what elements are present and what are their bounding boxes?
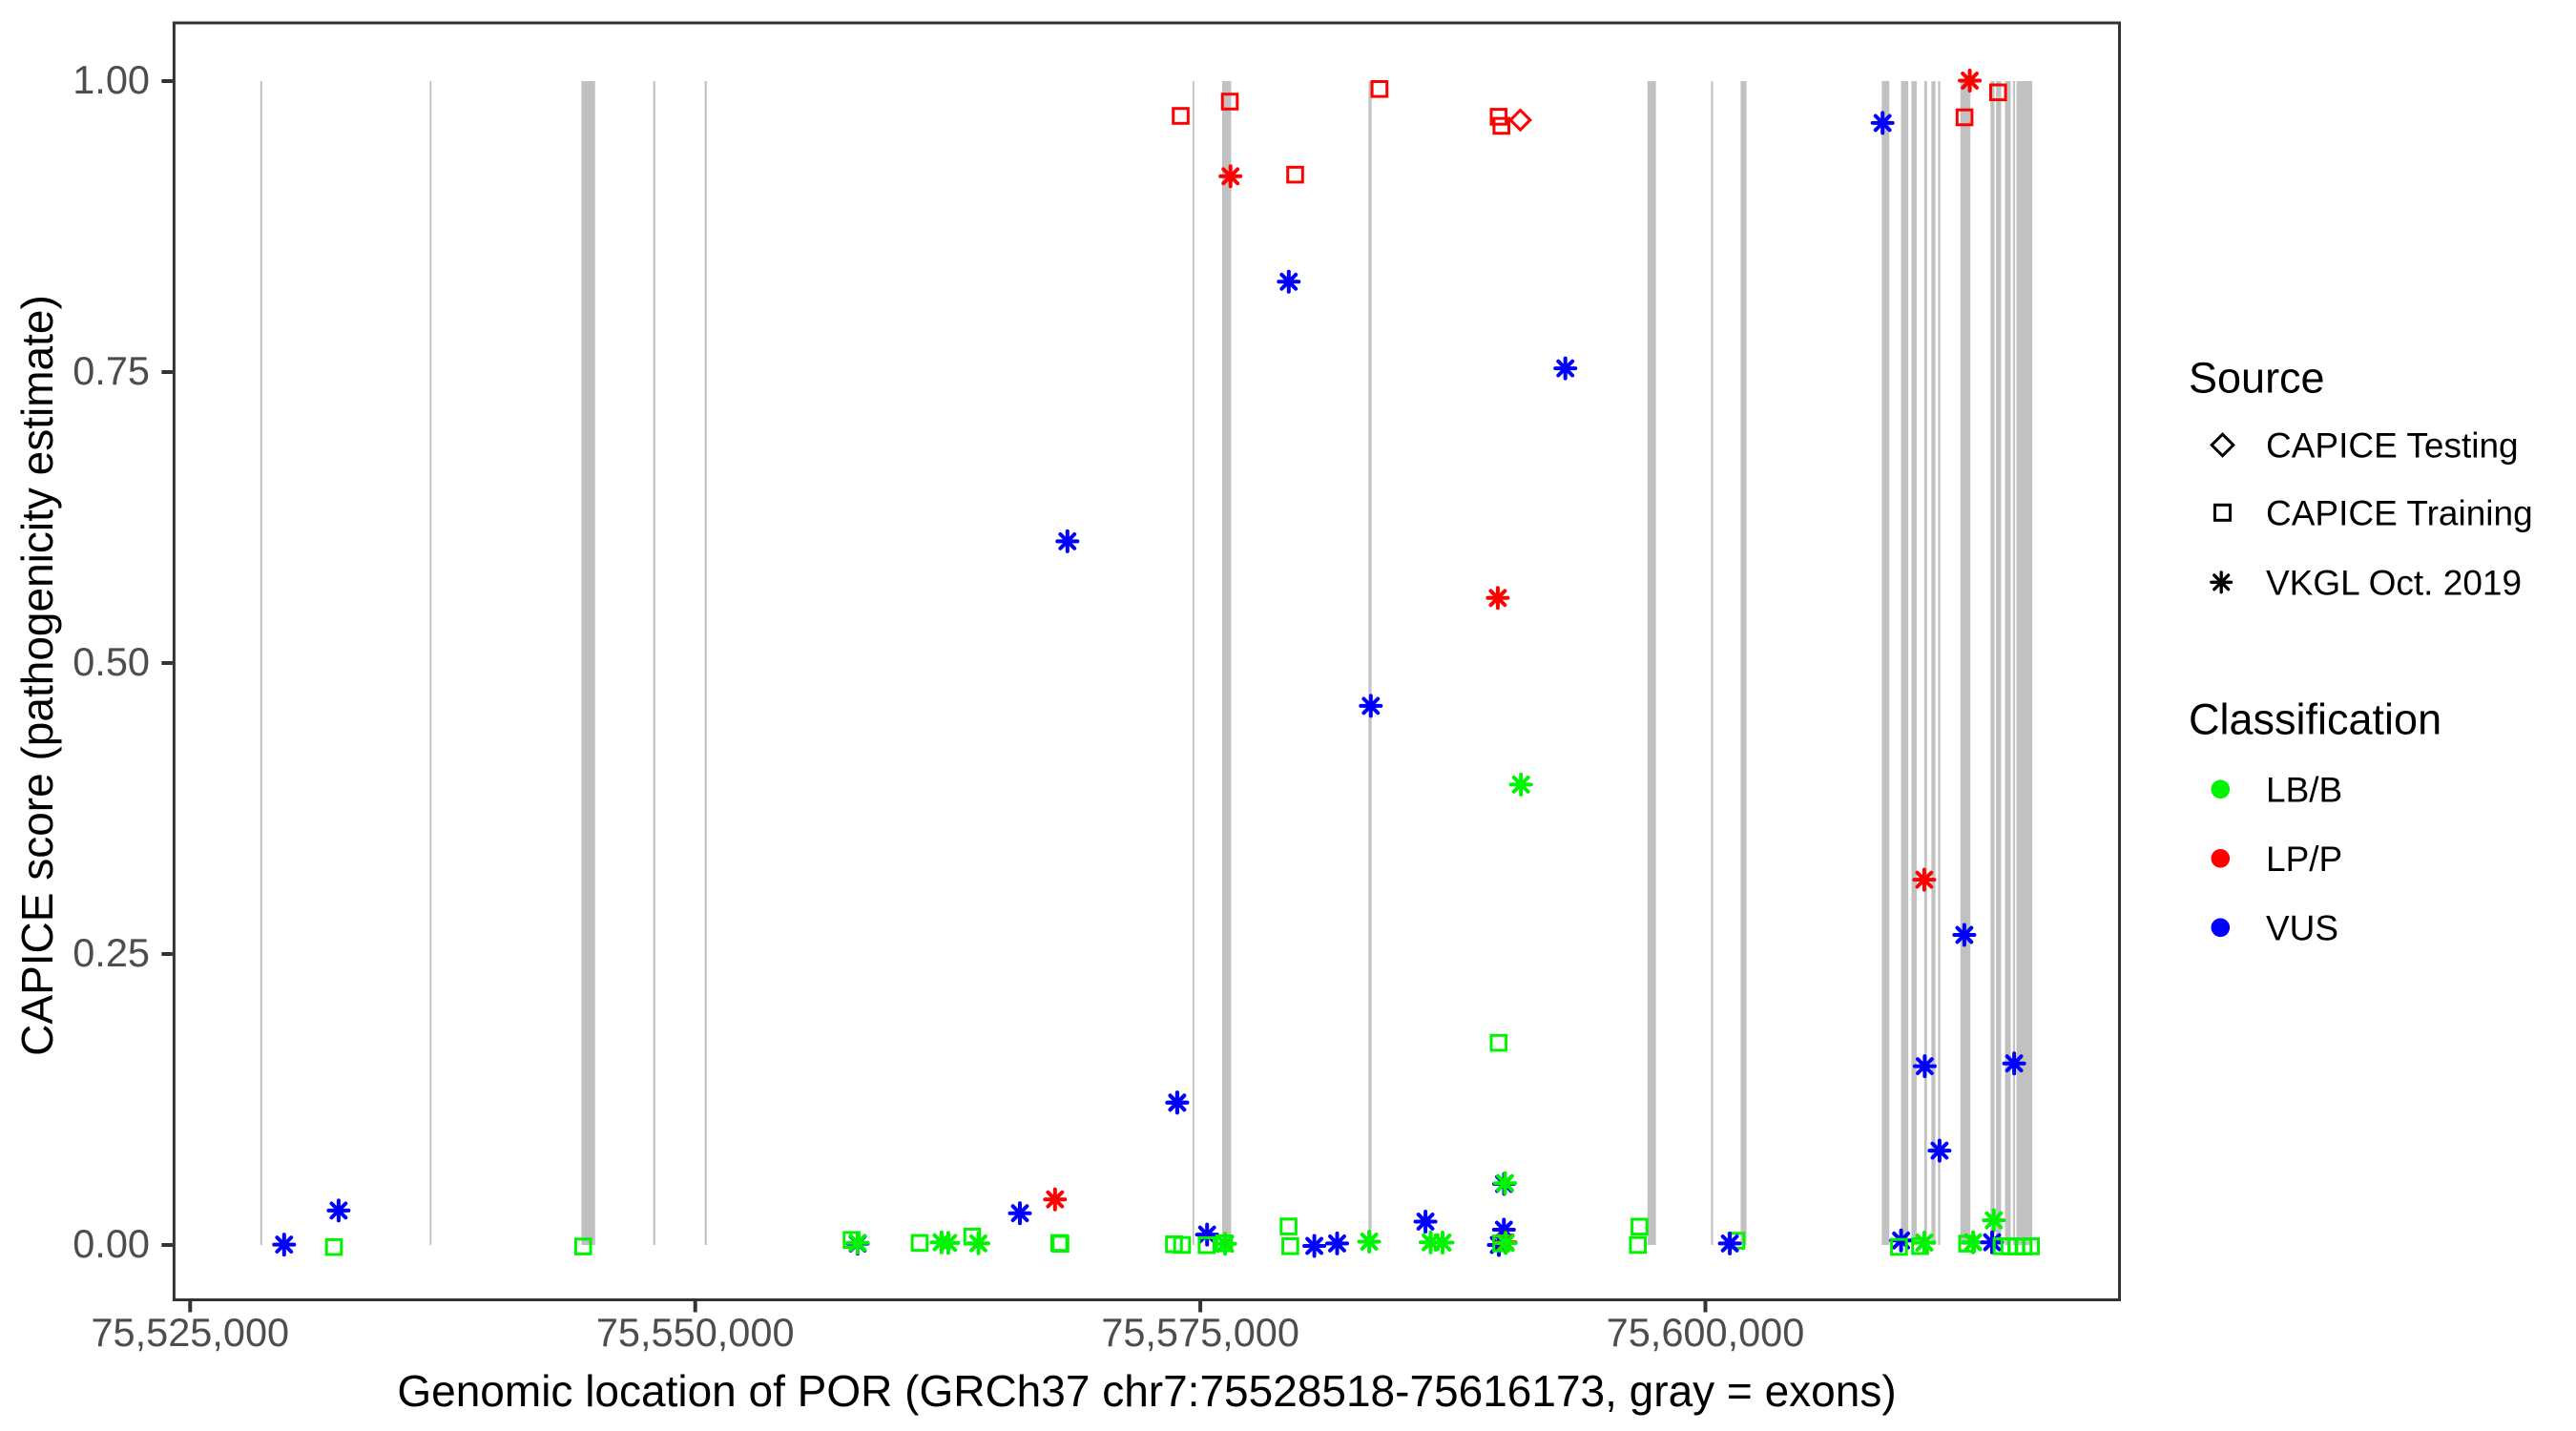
svg-text:75,550,000: 75,550,000 [596,1310,795,1355]
svg-text:VKGL Oct. 2019: VKGL Oct. 2019 [2266,563,2522,602]
svg-text:LB/B: LB/B [2266,770,2342,809]
svg-text:0.25: 0.25 [73,930,150,975]
svg-text:75,600,000: 75,600,000 [1607,1310,1805,1355]
svg-text:CAPICE score (pathogenicity es: CAPICE score (pathogenicity estimate) [12,295,62,1056]
svg-text:0.00: 0.00 [73,1221,150,1266]
svg-text:0.50: 0.50 [73,639,150,684]
svg-text:75,575,000: 75,575,000 [1101,1310,1299,1355]
svg-text:0.75: 0.75 [73,348,150,393]
svg-text:Source: Source [2189,354,2325,403]
svg-text:LP/P: LP/P [2266,840,2342,879]
svg-text:75,525,000: 75,525,000 [91,1310,289,1355]
svg-text:Genomic location of POR (GRCh3: Genomic location of POR (GRCh37 chr7:755… [397,1366,1896,1416]
svg-text:1.00: 1.00 [73,57,150,102]
svg-text:CAPICE Training: CAPICE Training [2266,493,2533,532]
svg-text:Classification: Classification [2189,695,2441,743]
svg-text:CAPICE Testing: CAPICE Testing [2266,426,2519,466]
svg-text:VUS: VUS [2266,908,2338,947]
